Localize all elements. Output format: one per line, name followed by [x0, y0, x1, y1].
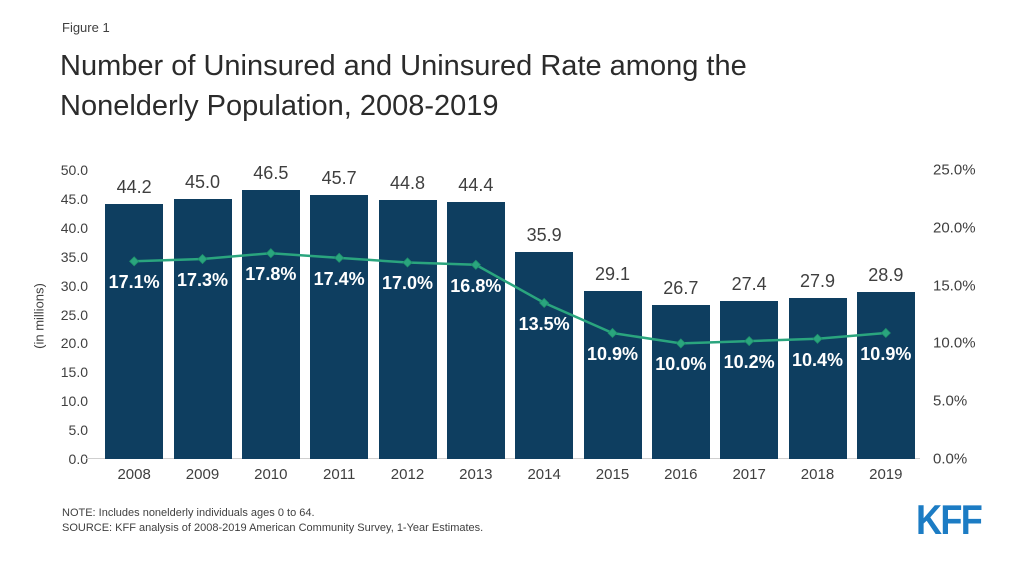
rate-label-2010: 17.8% — [245, 264, 297, 285]
x-axis-label-2018: 2018 — [800, 466, 835, 483]
rate-label-2016: 10.0% — [655, 354, 707, 375]
bar-2018 — [788, 297, 847, 459]
x-axis-label-2017: 2017 — [732, 466, 766, 483]
rate-label-2014: 13.5% — [518, 313, 570, 334]
note-text: NOTE: Includes nonelderly individuals ag… — [62, 507, 315, 519]
rate-point-2019 — [880, 327, 891, 339]
bar-2008 — [105, 203, 164, 459]
x-axis-label-2019: 2019 — [869, 466, 903, 483]
bar-value-label-2011: 45.7 — [321, 167, 357, 188]
bar-2015 — [583, 290, 642, 459]
rate-point-2015 — [607, 327, 618, 339]
right-axis-tick: 10.0% — [933, 334, 976, 352]
plot-area: 44.2 17.1% 45.0 17.3% 46.5 17.8% 45.7 17.4% 44.8… — [86, 163, 920, 459]
x-axis-labels: 2008 2009 2010 2011 2012 2013 2014 2015 2016 2017… — [100, 466, 920, 486]
x-axis-label-2013: 2013 — [459, 466, 493, 483]
left-axis-tick: 20.0 — [60, 335, 88, 352]
rate-line — [134, 251, 886, 345]
bar-value-label-2016: 26.7 — [663, 277, 699, 298]
left-axis-tick: 50.0 — [60, 162, 88, 178]
left-axis-ticks: 50.0 45.0 40.0 35.0 30.0 25.0 20.0 15.0 10.0 5.0 0… — [0, 162, 88, 467]
x-axis-label-2016: 2016 — [664, 466, 698, 483]
chart-title-line2: Nonelderly Population, 2008-2019 — [60, 90, 499, 122]
rate-label-2009: 17.3% — [176, 270, 229, 290]
rate-point-2018 — [812, 333, 823, 344]
x-axis-label-2015: 2015 — [595, 466, 630, 483]
source-text: SOURCE: KFF analysis of 2008-2019 Americ… — [62, 522, 484, 534]
rate-point-2011 — [334, 252, 345, 263]
left-axis-tick: 25.0 — [60, 306, 88, 323]
x-axis-label-2009: 2009 — [185, 466, 220, 483]
left-axis-tick: 10.0 — [60, 393, 88, 410]
bar-value-label-2017: 27.4 — [731, 273, 767, 294]
right-axis-ticks: 25.0% 20.0% 15.0% 10.0% 5.0% 0.0% — [933, 162, 1023, 468]
rate-point-2013 — [470, 259, 481, 270]
rate-point-2009 — [197, 253, 208, 265]
bar-value-label-2018: 27.9 — [799, 270, 836, 291]
rate-label-2013: 16.8% — [450, 275, 502, 296]
rate-label-2018: 10.4% — [791, 349, 844, 370]
right-axis-tick: 0.0% — [933, 450, 968, 468]
bar-value-label-2012: 44.8 — [389, 173, 426, 194]
bar-value-label-2014: 35.9 — [526, 224, 562, 245]
rate-label-2012: 17.0% — [381, 273, 434, 294]
left-axis-tick: 40.0 — [60, 219, 88, 236]
left-axis-tick: 30.0 — [60, 277, 88, 294]
rate-line-layer — [129, 248, 891, 349]
right-axis-tick: 25.0% — [933, 161, 976, 179]
right-axis-tick: 15.0% — [933, 277, 976, 295]
bar-value-label-2009: 45.0 — [184, 171, 221, 192]
rate-label-2008: 17.1% — [108, 272, 160, 293]
x-axis-label-2012: 2012 — [390, 466, 425, 483]
bar-value-label-2008: 44.2 — [116, 176, 152, 197]
rate-label-2019: 10.9% — [860, 343, 912, 364]
x-axis-label-2008: 2008 — [117, 466, 151, 483]
bar-2019 — [856, 291, 915, 459]
left-axis-tick: 35.0 — [60, 248, 88, 265]
bar-2012 — [378, 200, 437, 459]
chart-title-line1: Number of Uninsured and Uninsured Rate a… — [60, 50, 747, 82]
chart-title: Number of Uninsured and Uninsured Rate a… — [60, 46, 747, 126]
bar-2016 — [651, 304, 710, 459]
rate-label-2011: 17.4% — [313, 268, 365, 289]
right-axis-tick: 5.0% — [933, 392, 968, 410]
bar-value-label-2010: 46.5 — [253, 163, 289, 184]
rate-point-2012 — [402, 257, 413, 268]
kff-logo: KFF — [916, 496, 983, 543]
bar-value-label-2015: 29.1 — [594, 263, 631, 284]
x-axis-label-2011: 2011 — [323, 466, 356, 483]
rate-point-2016 — [675, 338, 686, 349]
bar-2017 — [720, 300, 779, 459]
rate-point-2017 — [744, 336, 755, 347]
left-axis-tick: 0.0 — [68, 451, 88, 467]
bar-value-label-2019: 28.9 — [868, 264, 904, 285]
bar-value-label-2013: 44.4 — [458, 175, 494, 196]
x-axis-label-2010: 2010 — [254, 466, 288, 483]
rate-point-2014 — [539, 297, 550, 309]
bar-2013 — [446, 202, 505, 459]
bar-2011 — [310, 194, 369, 459]
left-axis-tick: 5.0 — [68, 422, 88, 439]
bar-2009 — [173, 198, 232, 459]
left-axis-tick: 15.0 — [60, 364, 88, 381]
rate-point-2010 — [265, 248, 276, 259]
bar-2010 — [241, 190, 300, 459]
rate-label-2017: 10.2% — [723, 352, 775, 373]
right-axis-tick: 20.0% — [933, 219, 976, 237]
x-axis-label-2014: 2014 — [527, 466, 561, 483]
left-axis-tick: 45.0 — [60, 190, 88, 207]
bar-2014 — [515, 251, 574, 459]
rate-label-2015: 10.9% — [586, 343, 639, 364]
figure-label: Figure 1 — [62, 20, 110, 35]
rate-point-2008 — [129, 256, 140, 267]
